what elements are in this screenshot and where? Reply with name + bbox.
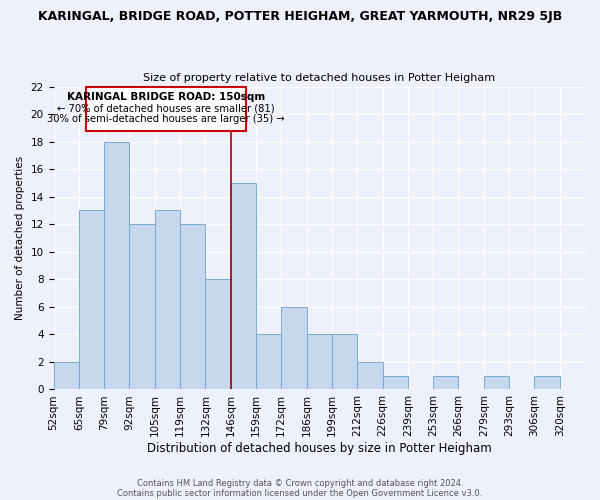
Text: ← 70% of detached houses are smaller (81): ← 70% of detached houses are smaller (81… [58,103,275,113]
Bar [230,183,256,390]
Bar [155,210,180,390]
Bar [205,280,230,390]
Bar [104,142,130,390]
FancyBboxPatch shape [86,86,246,130]
Bar [433,376,458,390]
X-axis label: Distribution of detached houses by size in Potter Heigham: Distribution of detached houses by size … [147,442,491,455]
Text: 30% of semi-detached houses are larger (35) →: 30% of semi-detached houses are larger (… [47,114,285,124]
Bar [281,307,307,390]
Text: Contains public sector information licensed under the Open Government Licence v3: Contains public sector information licen… [118,488,482,498]
Bar [130,224,155,390]
Bar [535,376,560,390]
Bar [79,210,104,390]
Bar [256,334,281,390]
Bar [53,362,79,390]
Bar [332,334,357,390]
Text: KARINGAL, BRIDGE ROAD, POTTER HEIGHAM, GREAT YARMOUTH, NR29 5JB: KARINGAL, BRIDGE ROAD, POTTER HEIGHAM, G… [38,10,562,23]
Title: Size of property relative to detached houses in Potter Heigham: Size of property relative to detached ho… [143,73,496,83]
Bar [180,224,205,390]
Bar [484,376,509,390]
Y-axis label: Number of detached properties: Number of detached properties [15,156,25,320]
Bar [307,334,332,390]
Text: KARINGAL BRIDGE ROAD: 150sqm: KARINGAL BRIDGE ROAD: 150sqm [67,92,265,102]
Bar [357,362,383,390]
Bar [383,376,408,390]
Text: Contains HM Land Registry data © Crown copyright and database right 2024.: Contains HM Land Registry data © Crown c… [137,478,463,488]
